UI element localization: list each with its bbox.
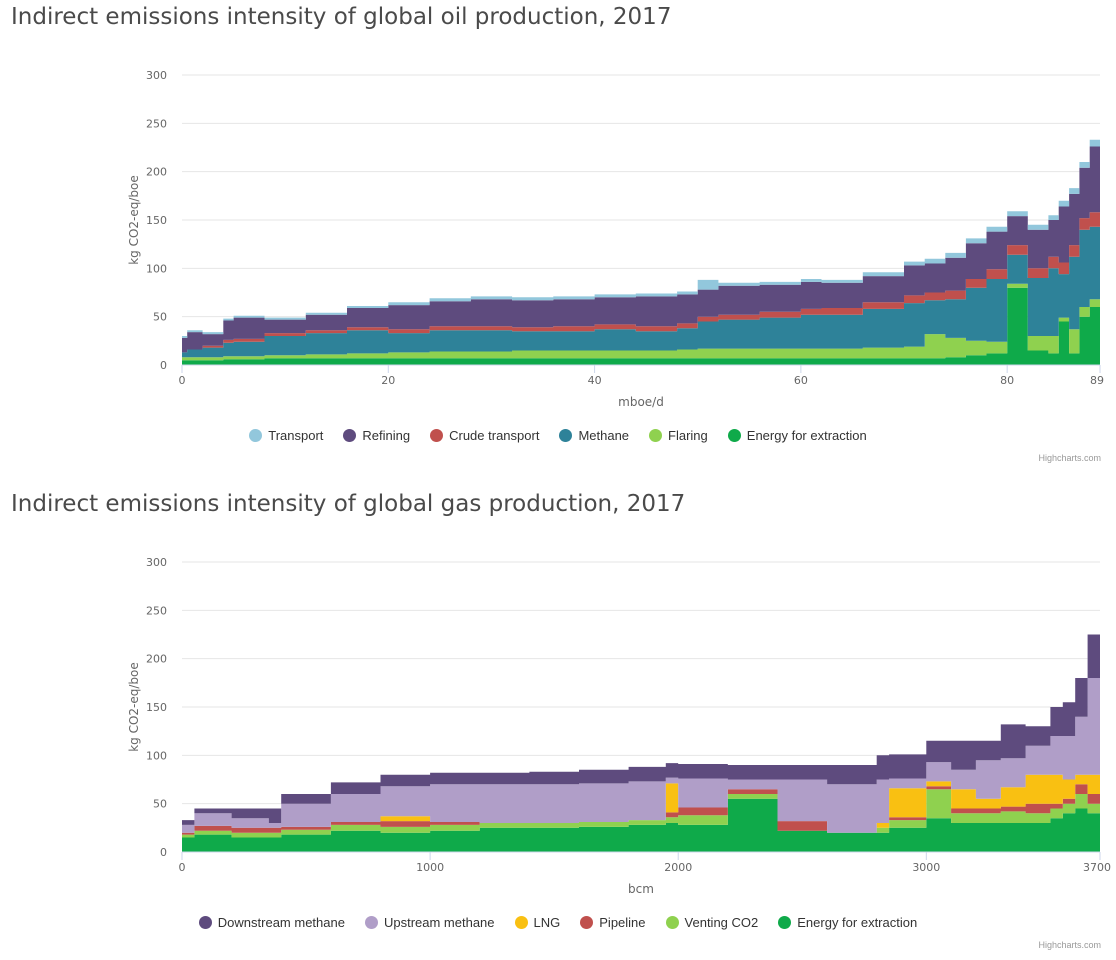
legend-marker-icon [778,916,792,929]
series-area-energy-for-extraction[interactable] [182,798,1100,852]
legend-item-downstream-methane[interactable]: Downstream methane [198,915,345,930]
legend-marker-icon [580,916,594,929]
series-area-energy-for-extraction[interactable] [182,287,1100,365]
legend-label: Methane [578,428,630,443]
legend-item-transport[interactable]: Transport [249,428,323,443]
gas-chart: Indirect emissions intensity of global g… [0,487,1116,960]
series-area-lng[interactable] [182,774,1100,833]
y-tick-label: 50 [153,798,167,811]
legend-label: Venting CO2 [684,915,759,930]
legend-label: Upstream methane [383,915,495,930]
legend-label: Downstream methane [217,915,345,930]
legend-item-flaring[interactable]: Flaring [649,428,708,443]
legend-marker-icon [514,916,528,929]
legend-marker-icon [430,429,444,442]
y-tick-label: 300 [146,69,167,82]
legend-marker-icon [198,916,212,929]
legend-item-methane[interactable]: Methane [559,428,629,443]
x-tick-label: 20 [381,374,395,387]
legend-label: Pipeline [599,915,646,930]
credits-label[interactable]: Highcharts.com [1038,453,1101,463]
series-area-upstream-methane[interactable] [182,678,1100,833]
y-tick-label: 0 [160,359,167,372]
legend-item-energy-for-extraction[interactable]: Energy for extraction [778,915,917,930]
x-tick-label: 80 [1000,374,1014,387]
y-tick-label: 100 [146,749,167,762]
oil-legend: Transport Refining Crude transport Methane F… [0,428,1116,443]
legend-marker-icon [343,429,357,442]
legend-label: Energy for extraction [797,915,918,930]
y-tick-label: 250 [146,604,167,617]
legend-item-pipeline[interactable]: Pipeline [580,915,646,930]
x-axis-label: bcm [628,882,654,896]
legend-label: Crude transport [449,428,540,443]
y-tick-label: 300 [146,556,167,569]
x-tick-label: 60 [794,374,808,387]
y-axis-label: kg CO2-eq/boe [127,662,141,752]
legend-marker-icon [249,429,263,442]
x-tick-label: 2000 [664,861,692,874]
legend-item-lng[interactable]: LNG [514,915,561,930]
legend-label: Refining [362,428,411,443]
legend-item-energy-for-extraction[interactable]: Energy for extraction [727,428,867,443]
x-axis-label: mboe/d [618,395,664,409]
legend-label: LNG [533,915,561,930]
chart-title: Indirect emissions intensity of global g… [11,491,686,517]
y-tick-label: 200 [146,166,167,179]
y-axis-label: kg CO2-eq/boe [127,175,141,265]
oil-chart: Indirect emissions intensity of global o… [0,0,1116,470]
series-area-pipeline[interactable] [182,784,1100,835]
y-tick-label: 100 [146,262,167,275]
legend-item-upstream-methane[interactable]: Upstream methane [364,915,495,930]
y-tick-label: 0 [160,846,167,859]
series-area-transport[interactable] [182,139,1100,338]
x-tick-label: 0 [179,374,186,387]
x-tick-label: 3000 [912,861,940,874]
y-tick-label: 50 [153,311,167,324]
x-tick-label: 40 [588,374,602,387]
y-tick-label: 150 [146,214,167,227]
legend-marker-icon [559,429,573,442]
y-tick-label: 250 [146,117,167,130]
series-area-refining[interactable] [182,146,1100,353]
legend-marker-icon [727,429,741,442]
legend-label: Flaring [668,428,708,443]
y-tick-label: 150 [146,701,167,714]
chart-title: Indirect emissions intensity of global o… [11,4,672,30]
legend-item-crude-transport[interactable]: Crude transport [430,428,539,443]
oil-plot-svg: 0 50 100 150 200 250 300 0 20 40 60 80 89 mboe/d kg CO… [127,69,1104,409]
series-area-methane[interactable] [182,226,1100,358]
credits-label[interactable]: Highcharts.com [1038,940,1101,950]
legend-label: Transport [268,428,324,443]
x-tick-label: 0 [179,861,186,874]
legend-marker-icon [649,429,663,442]
y-tick-label: 200 [146,653,167,666]
x-tick-label: 89 [1090,374,1104,387]
series-area-downstream-methane[interactable] [182,634,1100,825]
gas-legend: Downstream methane Upstream methane LNG Pip… [0,915,1116,930]
legend-marker-icon [364,916,378,929]
legend-item-refining[interactable]: Refining [343,428,410,443]
x-tick-label: 3700 [1083,861,1111,874]
legend-item-venting-co2[interactable]: Venting CO2 [665,915,759,930]
legend-marker-icon [665,916,679,929]
x-tick-label: 1000 [416,861,444,874]
legend-label: Energy for extraction [746,428,867,443]
